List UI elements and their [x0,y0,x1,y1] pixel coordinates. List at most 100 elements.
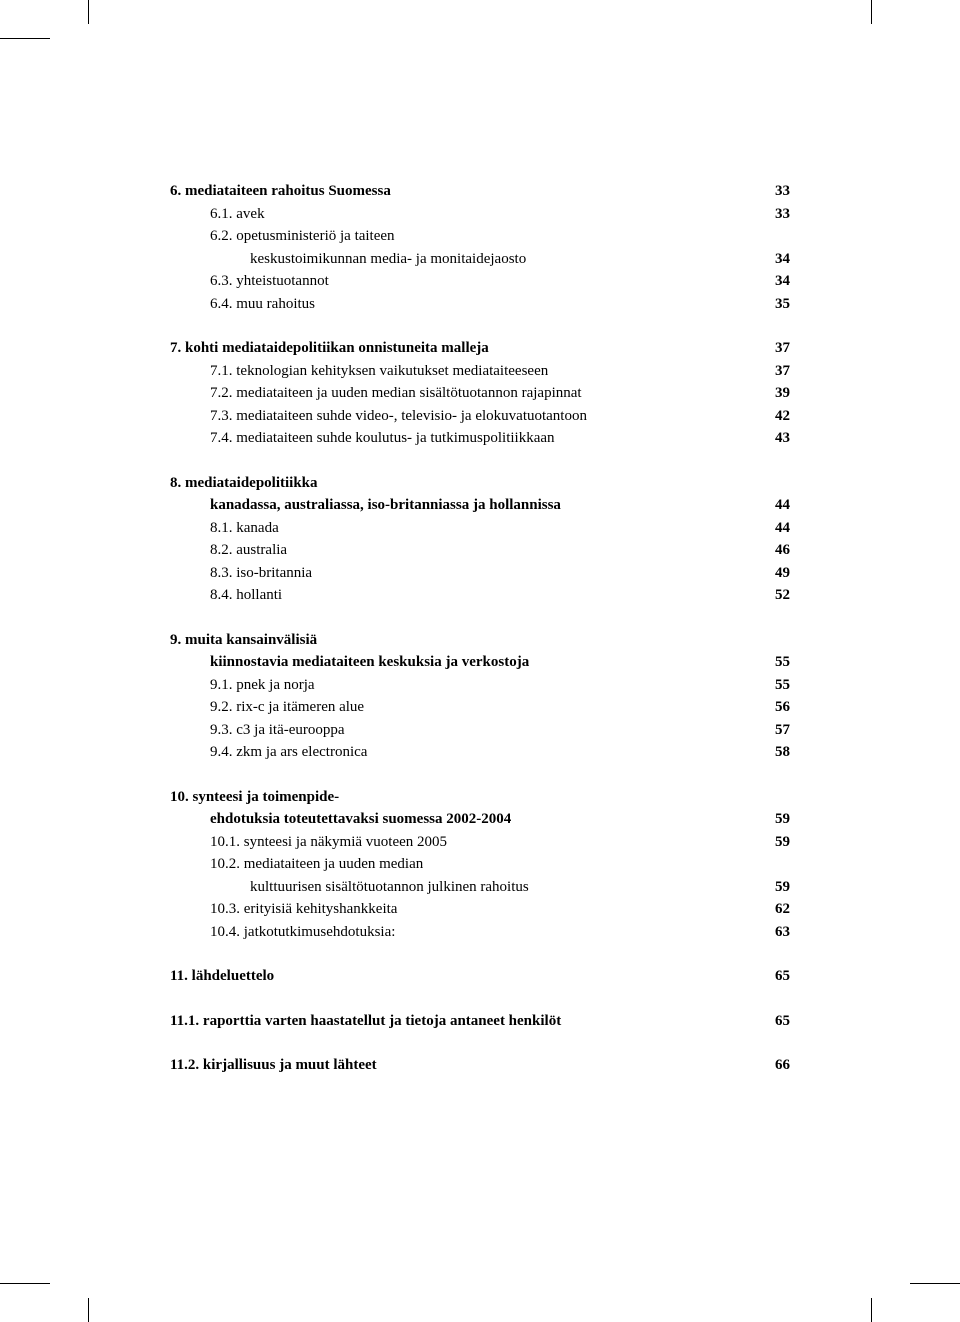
toc-label: 7.4. mediataiteen suhde koulutus- ja tut… [210,427,760,450]
toc-row: 9.4. zkm ja ars electronica58 [170,741,790,764]
toc-label: 11. lähdeluettelo [170,965,760,988]
toc-row: 11. lähdeluettelo65 [170,965,790,988]
toc-row: 9.3. c3 ja itä-eurooppa57 [170,719,790,742]
toc-row: 6.1. avek33 [170,203,790,226]
toc-label: 9.3. c3 ja itä-eurooppa [210,719,760,742]
toc-page-number: 35 [760,293,790,316]
toc-row: 8.4. hollanti52 [170,584,790,607]
section-gap [170,943,790,965]
toc-label: 11.2. kirjallisuus ja muut lähteet [170,1054,760,1077]
toc-row: 6.2. opetusministeriö ja taiteen [170,225,790,248]
toc-row: 7.3. mediataiteen suhde video-, televisi… [170,405,790,428]
section-gap [170,450,790,472]
toc-label: kanadassa, australiassa, iso-britanniass… [210,494,760,517]
toc-label: 7.1. teknologian kehityksen vaikutukset … [210,360,760,383]
toc-label: 8. mediataidepolitiikka [170,472,760,495]
crop-mark [88,0,89,24]
toc-row: 8.3. iso-britannia49 [170,562,790,585]
toc-page-number: 59 [760,876,790,899]
toc-row: 6. mediataiteen rahoitus Suomessa33 [170,180,790,203]
toc-label: 9.1. pnek ja norja [210,674,760,697]
toc-page-number: 56 [760,696,790,719]
toc-label: kiinnostavia mediataiteen keskuksia ja v… [210,651,760,674]
toc-page-number: 42 [760,405,790,428]
toc-label: 6. mediataiteen rahoitus Suomessa [170,180,760,203]
crop-mark [0,1283,50,1284]
toc-row: kanadassa, australiassa, iso-britanniass… [170,494,790,517]
toc-label: 8.4. hollanti [210,584,760,607]
toc-page-number: 37 [760,360,790,383]
table-of-contents: 6. mediataiteen rahoitus Suomessa336.1. … [170,180,790,1077]
toc-label: 9.2. rix-c ja itämeren alue [210,696,760,719]
toc-page-number: 49 [760,562,790,585]
toc-row: 8.2. australia46 [170,539,790,562]
toc-page-number: 44 [760,494,790,517]
toc-label: 11.1. raporttia varten haastatellut ja t… [170,1010,760,1033]
toc-page-number: 62 [760,898,790,921]
section-gap [170,315,790,337]
toc-page-number: 55 [760,651,790,674]
toc-page-number: 57 [760,719,790,742]
section-gap [170,988,790,1010]
toc-row: 10.3. erityisiä kehityshankkeita62 [170,898,790,921]
toc-row: 10.1. synteesi ja näkymiä vuoteen 200559 [170,831,790,854]
toc-page-number: 39 [760,382,790,405]
toc-page-number: 55 [760,674,790,697]
toc-row: 10.2. mediataiteen ja uuden median [170,853,790,876]
toc-page-number: 65 [760,965,790,988]
toc-row: 8.1. kanada44 [170,517,790,540]
toc-row: 11.2. kirjallisuus ja muut lähteet66 [170,1054,790,1077]
crop-mark [0,38,50,39]
toc-page-number: 37 [760,337,790,360]
toc-row: 7.4. mediataiteen suhde koulutus- ja tut… [170,427,790,450]
toc-label: 7. kohti mediataidepolitiikan onnistunei… [170,337,760,360]
toc-label: 8.2. australia [210,539,760,562]
toc-label: 10. synteesi ja toimenpide- [170,786,760,809]
section-gap [170,1032,790,1054]
toc-row: 10.4. jatkotutkimusehdotuksia:63 [170,921,790,944]
toc-row: 8. mediataidepolitiikka [170,472,790,495]
toc-page-number: 63 [760,921,790,944]
toc-label: 9.4. zkm ja ars electronica [210,741,760,764]
toc-label: 10.1. synteesi ja näkymiä vuoteen 2005 [210,831,760,854]
toc-row: 9.2. rix-c ja itämeren alue56 [170,696,790,719]
crop-mark [910,1283,960,1284]
toc-label: kulttuurisen sisältötuotannon julkinen r… [250,876,760,899]
toc-row: 7.2. mediataiteen ja uuden median sisält… [170,382,790,405]
toc-page-number: 33 [760,203,790,226]
toc-page-number: 46 [760,539,790,562]
toc-page-number: 33 [760,180,790,203]
toc-page-number: 66 [760,1054,790,1077]
toc-row: kulttuurisen sisältötuotannon julkinen r… [170,876,790,899]
toc-row: 9. muita kansainvälisiä [170,629,790,652]
toc-page-number: 59 [760,831,790,854]
toc-page-number: 44 [760,517,790,540]
toc-label: keskustoimikunnan media- ja monitaidejao… [250,248,760,271]
toc-label: 10.3. erityisiä kehityshankkeita [210,898,760,921]
toc-label: 7.2. mediataiteen ja uuden median sisält… [210,382,760,405]
toc-row: 11.1. raporttia varten haastatellut ja t… [170,1010,790,1033]
toc-row: ehdotuksia toteutettavaksi suomessa 2002… [170,808,790,831]
toc-label: 9. muita kansainvälisiä [170,629,760,652]
toc-row: keskustoimikunnan media- ja monitaidejao… [170,248,790,271]
toc-row: 9.1. pnek ja norja55 [170,674,790,697]
section-gap [170,764,790,786]
toc-label: 6.3. yhteistuotannot [210,270,760,293]
toc-label: 10.4. jatkotutkimusehdotuksia: [210,921,760,944]
toc-page-number: 43 [760,427,790,450]
crop-mark [871,1298,872,1322]
toc-row: 6.3. yhteistuotannot34 [170,270,790,293]
toc-page-number: 58 [760,741,790,764]
toc-row: 7.1. teknologian kehityksen vaikutukset … [170,360,790,383]
toc-page-number: 34 [760,270,790,293]
toc-row: 7. kohti mediataidepolitiikan onnistunei… [170,337,790,360]
toc-page-number: 65 [760,1010,790,1033]
toc-page-number: 34 [760,248,790,271]
toc-label: 8.1. kanada [210,517,760,540]
toc-label: 6.2. opetusministeriö ja taiteen [210,225,760,248]
toc-page-number: 52 [760,584,790,607]
toc-row: 10. synteesi ja toimenpide- [170,786,790,809]
section-gap [170,607,790,629]
toc-label: 8.3. iso-britannia [210,562,760,585]
toc-label: 10.2. mediataiteen ja uuden median [210,853,760,876]
